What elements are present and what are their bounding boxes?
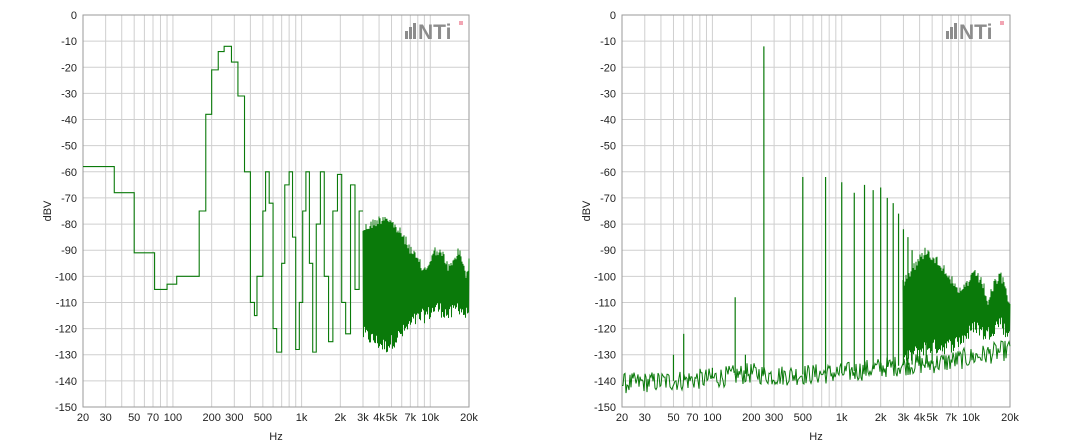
y-tick-label: -150 (594, 402, 616, 414)
x-tick-label: 20 (77, 412, 89, 424)
x-tick-label: 7k (405, 412, 417, 424)
x-tick-label: 50 (667, 412, 679, 424)
x-tick-label: 1k (296, 412, 308, 424)
x-tick-label: 5k (926, 412, 938, 424)
y-tick-label: -150 (55, 402, 77, 414)
y-tick-label: -100 (55, 271, 77, 283)
x-tick-label: 3k (898, 412, 910, 424)
x-tick-label: 20k (1001, 412, 1019, 424)
y-tick-label: -40 (61, 115, 77, 127)
nti-logo: NTi (405, 21, 463, 44)
plot-frame (621, 14, 1011, 408)
x-tick-label: 70 (686, 412, 698, 424)
x-tick-label: 200 (202, 412, 220, 424)
nti-logo: NTi (946, 21, 1004, 44)
y-tick-label: -140 (594, 376, 616, 388)
x-tick-label: 100 (703, 412, 721, 424)
y-tick-label: -50 (61, 141, 77, 153)
x-tick-label: 300 (765, 412, 783, 424)
trace-step-series (83, 45, 363, 353)
x-tick-label: 500 (254, 412, 272, 424)
y-tick-label: -110 (595, 297, 616, 309)
y-tick-label: -110 (56, 297, 77, 309)
x-tick-label: 7k (945, 412, 957, 424)
x-tick-label: 30 (639, 412, 651, 424)
trace-noise-floor (621, 340, 1011, 394)
y-tick-label: 0 (71, 10, 77, 22)
y-tick-label: -60 (61, 167, 77, 179)
y-tick-label: -30 (61, 88, 77, 100)
y-tick-label: -120 (55, 324, 77, 336)
y-tick-label: -10 (61, 36, 77, 48)
y-tick-label: -70 (600, 193, 616, 205)
x-tick-label: 20 (616, 412, 628, 424)
y-tick-label: -70 (61, 193, 77, 205)
y-tick-label: -20 (61, 62, 77, 74)
trace-dense-series (902, 247, 1011, 364)
y-tick-label: -20 (600, 62, 616, 74)
y-tick-label: -140 (55, 376, 77, 388)
y-tick-label: -80 (600, 219, 616, 231)
x-tick-label: 100 (164, 412, 182, 424)
svg-text:NTi: NTi (418, 21, 451, 44)
x-tick-label: 200 (742, 412, 760, 424)
y-tick-label: 0 (610, 10, 616, 22)
x-tick-label: 500 (794, 412, 812, 424)
y-axis-title: dBV (42, 200, 54, 221)
x-tick-label: 4k (914, 412, 926, 424)
x-tick-label: 1k (836, 412, 848, 424)
x-tick-label: 20k (460, 412, 478, 424)
x-axis-title: Hz (809, 431, 822, 443)
x-tick-label: 300 (225, 412, 243, 424)
x-tick-label: 2k (875, 412, 887, 424)
y-tick-label: -50 (600, 141, 616, 153)
y-tick-label: -90 (61, 245, 77, 257)
gridlines (82, 14, 470, 408)
plot-frame (82, 14, 470, 408)
y-tick-label: -80 (61, 219, 77, 231)
x-tick-label: 2k (335, 412, 347, 424)
x-tick-label: 3k (357, 412, 369, 424)
x-tick-label: 10k (962, 412, 980, 424)
x-tick-label: 70 (147, 412, 159, 424)
y-tick-label: -30 (600, 88, 616, 100)
y-tick-label: -90 (600, 245, 616, 257)
y-tick-label: -60 (600, 167, 616, 179)
x-tick-label: 50 (128, 412, 140, 424)
trace-dense-series (362, 216, 470, 353)
y-tick-label: -130 (55, 350, 77, 362)
x-tick-label: 5k (386, 412, 398, 424)
x-tick-label: 4k (373, 412, 385, 424)
x-tick-label: 30 (100, 412, 112, 424)
y-tick-label: -10 (600, 36, 616, 48)
chart-2: 0 -10 -20 -30 -40 -50 -60 -70 -80 -90 -100 -110 -120… (581, 10, 1019, 443)
chart-1: 0 -10 -20 -30 -40 -50 -60 -70 -80 -90 -100 -110 -120… (42, 10, 478, 443)
x-axis-title: Hz (269, 431, 282, 443)
svg-text:NTi: NTi (959, 21, 992, 44)
y-tick-label: -120 (594, 324, 616, 336)
y-axis-title: dBV (581, 200, 593, 221)
y-tick-label: -130 (594, 350, 616, 362)
y-tick-label: -100 (594, 271, 616, 283)
y-tick-label: -40 (600, 115, 616, 127)
x-tick-label: 10k (421, 412, 439, 424)
